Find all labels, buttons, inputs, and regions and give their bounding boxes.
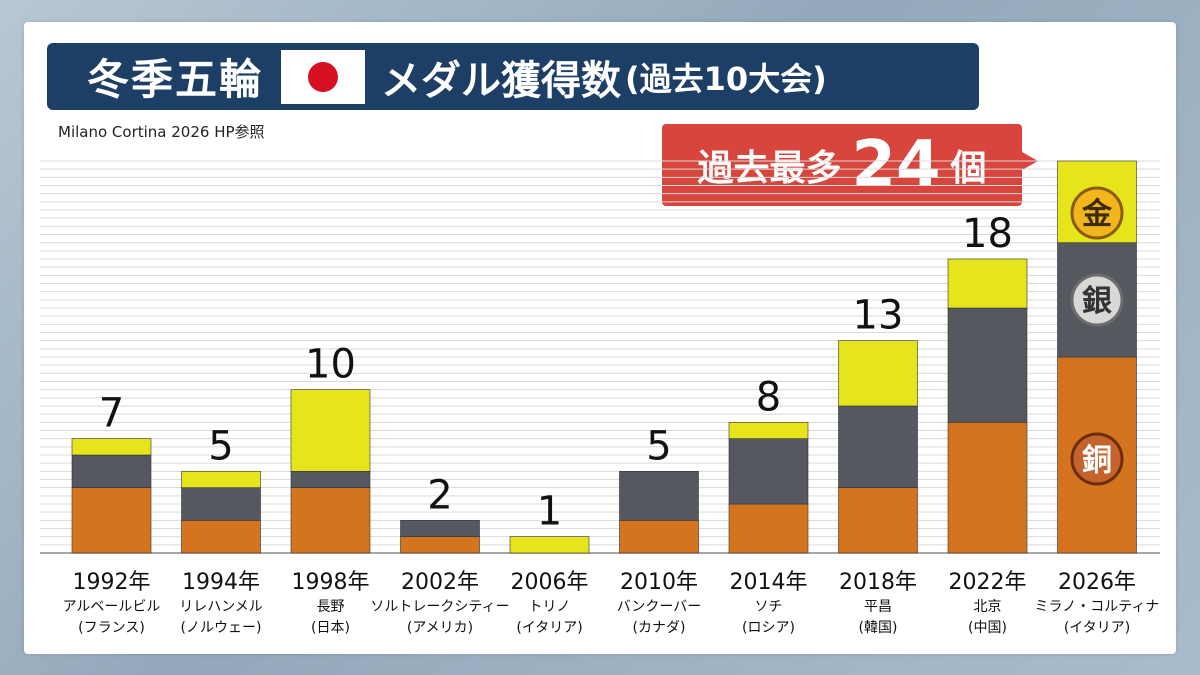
x-tick-country: (フランス) bbox=[78, 620, 145, 636]
x-tick-country: (カナダ) bbox=[633, 620, 686, 636]
bar-segment-bronze bbox=[838, 487, 918, 554]
title-part2: メダル獲得数 bbox=[381, 57, 622, 104]
bar-segment-gold bbox=[71, 438, 152, 456]
flag-red-circle bbox=[308, 61, 339, 92]
x-tick-venue: バンクーバー bbox=[617, 599, 702, 615]
bar-segment-bronze bbox=[947, 422, 1028, 554]
bar-segment-silver bbox=[181, 487, 261, 521]
bar-segment-gold bbox=[509, 536, 590, 554]
bar-segment-silver bbox=[947, 307, 1028, 423]
x-tick-venue: ソルトレークシティー bbox=[370, 599, 509, 615]
x-tick-venue: トリノ bbox=[529, 599, 571, 615]
bar-segment-silver bbox=[619, 471, 699, 521]
x-tick-country: (日本) bbox=[311, 620, 350, 636]
data-label-total: 13 bbox=[853, 293, 904, 339]
x-tick-country: (韓国) bbox=[859, 620, 898, 636]
data-label-total: 7 bbox=[99, 391, 124, 437]
bar-segment-bronze bbox=[71, 487, 152, 554]
medal-badge-bronze-label: 銅 bbox=[1082, 443, 1112, 478]
callout-suffix: 個 bbox=[950, 148, 987, 189]
bar-segment-silver bbox=[838, 405, 918, 488]
bar-segment-silver bbox=[728, 438, 809, 505]
x-tick-venue: 平昌 bbox=[864, 599, 892, 615]
data-label-total: 2 bbox=[427, 472, 452, 518]
japan-flag-icon bbox=[281, 49, 366, 104]
bar-segment-gold bbox=[728, 422, 809, 439]
x-tick-year: 2026年 bbox=[1058, 570, 1136, 595]
bar-segment-gold bbox=[290, 389, 371, 472]
x-tick-country: (イタリア) bbox=[1064, 620, 1130, 636]
medal-badge-gold bbox=[1070, 186, 1124, 240]
medal-badge-bronze bbox=[1070, 432, 1124, 486]
x-tick-year: 2010年 bbox=[620, 570, 698, 595]
x-tick-year: 1998年 bbox=[292, 570, 370, 595]
medal-badge-silver-label: 銀 bbox=[1082, 284, 1112, 319]
bar-segment-silver bbox=[71, 454, 152, 488]
medal-badge-gold-label: 金 bbox=[1081, 197, 1113, 232]
data-label-total: 5 bbox=[208, 423, 233, 469]
source-note: Milano Cortina 2026 HP参照 bbox=[58, 123, 265, 141]
bar-segment-bronze bbox=[181, 520, 261, 554]
bar-segment-gold bbox=[838, 340, 918, 407]
bar-segment-bronze bbox=[728, 503, 809, 554]
x-tick-year: 2014年 bbox=[730, 570, 808, 595]
record-callout: 過去最多 24 個 bbox=[662, 124, 1022, 206]
x-tick-year: 2002年 bbox=[401, 570, 479, 595]
x-tick-year: 1992年 bbox=[73, 570, 151, 595]
data-label-total: 5 bbox=[646, 423, 671, 469]
x-tick-country: (ノルウェー) bbox=[181, 620, 262, 636]
x-tick-venue: ミラノ・コルティナ bbox=[1035, 599, 1160, 615]
x-tick-year: 1994年 bbox=[182, 570, 260, 595]
data-label-total: 10 bbox=[305, 342, 356, 388]
x-tick-venue: リレハンメル bbox=[179, 599, 263, 615]
x-tick-country: (イタリア) bbox=[516, 620, 582, 636]
data-label-total: 18 bbox=[962, 211, 1013, 257]
x-tick-year: 2018年 bbox=[839, 570, 917, 595]
bar-segment-silver bbox=[400, 520, 480, 537]
bar-segment-bronze bbox=[290, 487, 371, 554]
x-tick-country: (中国) bbox=[968, 620, 1007, 636]
callout-number: 24 bbox=[851, 128, 941, 202]
x-tick-year: 2006年 bbox=[511, 570, 589, 595]
x-tick-venue: 長野 bbox=[317, 599, 345, 615]
bar-segment-gold bbox=[947, 258, 1028, 309]
title-part1: 冬季五輪 bbox=[87, 55, 264, 104]
x-tick-country: (アメリカ) bbox=[407, 620, 473, 636]
callout-prefix: 過去最多 bbox=[697, 148, 842, 189]
bar-segment-bronze bbox=[400, 536, 480, 554]
bar-segment-gold bbox=[181, 471, 261, 488]
title-part3: (過去10大会) bbox=[625, 59, 827, 98]
medal-badge-silver bbox=[1070, 273, 1124, 327]
x-tick-year: 2022年 bbox=[949, 570, 1027, 595]
x-tick-venue: アルベールビル bbox=[63, 599, 161, 615]
bar-segment-bronze bbox=[619, 520, 699, 554]
bar-segment-silver bbox=[290, 471, 371, 488]
x-tick-venue: 北京 bbox=[974, 599, 1002, 615]
title-banner: 冬季五輪 メダル獲得数 (過去10大会) bbox=[47, 43, 979, 110]
data-label-total: 8 bbox=[756, 374, 781, 420]
x-tick-country: (ロシア) bbox=[742, 620, 795, 636]
data-label-total: 1 bbox=[537, 489, 562, 535]
x-tick-venue: ソチ bbox=[755, 599, 783, 615]
